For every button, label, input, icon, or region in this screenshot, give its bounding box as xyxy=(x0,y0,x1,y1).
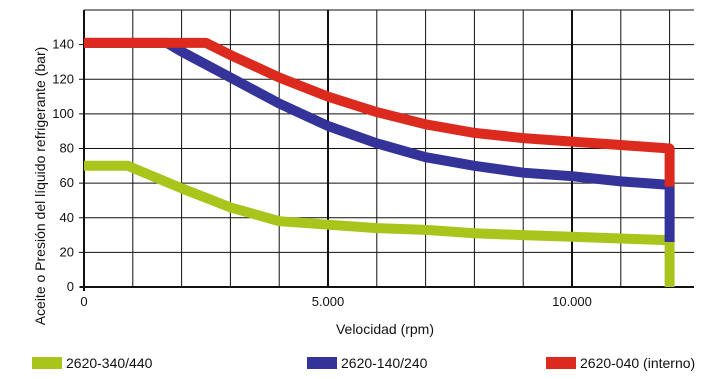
tick-labels: 0 20 40 60 80 100 120 140 0 5.000 10.000 xyxy=(52,37,592,309)
x-tick-label: 10.000 xyxy=(552,294,592,309)
y-tick-label: 140 xyxy=(52,37,74,52)
legend-label: 2620-040 (interno) xyxy=(580,355,695,371)
series-line-1 xyxy=(84,160,675,287)
y-tick-label: 40 xyxy=(60,210,74,225)
axes xyxy=(80,10,694,291)
legend: 2620-340/440 2620-140/240 2620-040 (intern… xyxy=(32,355,695,371)
x-tick-label: 5.000 xyxy=(312,294,345,309)
y-tick-label: 60 xyxy=(60,175,74,190)
legend-item: 2620-140/240 xyxy=(307,355,428,371)
legend-swatch xyxy=(546,357,576,369)
legend-swatch xyxy=(307,357,337,369)
legend-item: 2620-340/440 xyxy=(32,355,153,371)
y-tick-label: 100 xyxy=(52,106,74,121)
legend-item: 2620-040 (interno) xyxy=(546,355,695,371)
series-line-3 xyxy=(84,37,675,187)
legend-label: 2620-140/240 xyxy=(341,355,428,371)
y-tick-label: 20 xyxy=(60,244,74,259)
x-tick-label: 0 xyxy=(80,294,87,309)
series-line-2 xyxy=(84,37,675,242)
y-tick-label: 120 xyxy=(52,71,74,86)
legend-label: 2620-340/440 xyxy=(66,355,153,371)
x-axis-title: Velocidad (rpm) xyxy=(336,321,434,337)
y-tick-label: 80 xyxy=(60,141,74,156)
y-tick-label: 0 xyxy=(67,279,74,294)
legend-swatch xyxy=(32,357,62,369)
series-lines xyxy=(84,37,675,287)
y-axis-title: Aceite o Presión del líquido refrigerant… xyxy=(32,47,48,326)
